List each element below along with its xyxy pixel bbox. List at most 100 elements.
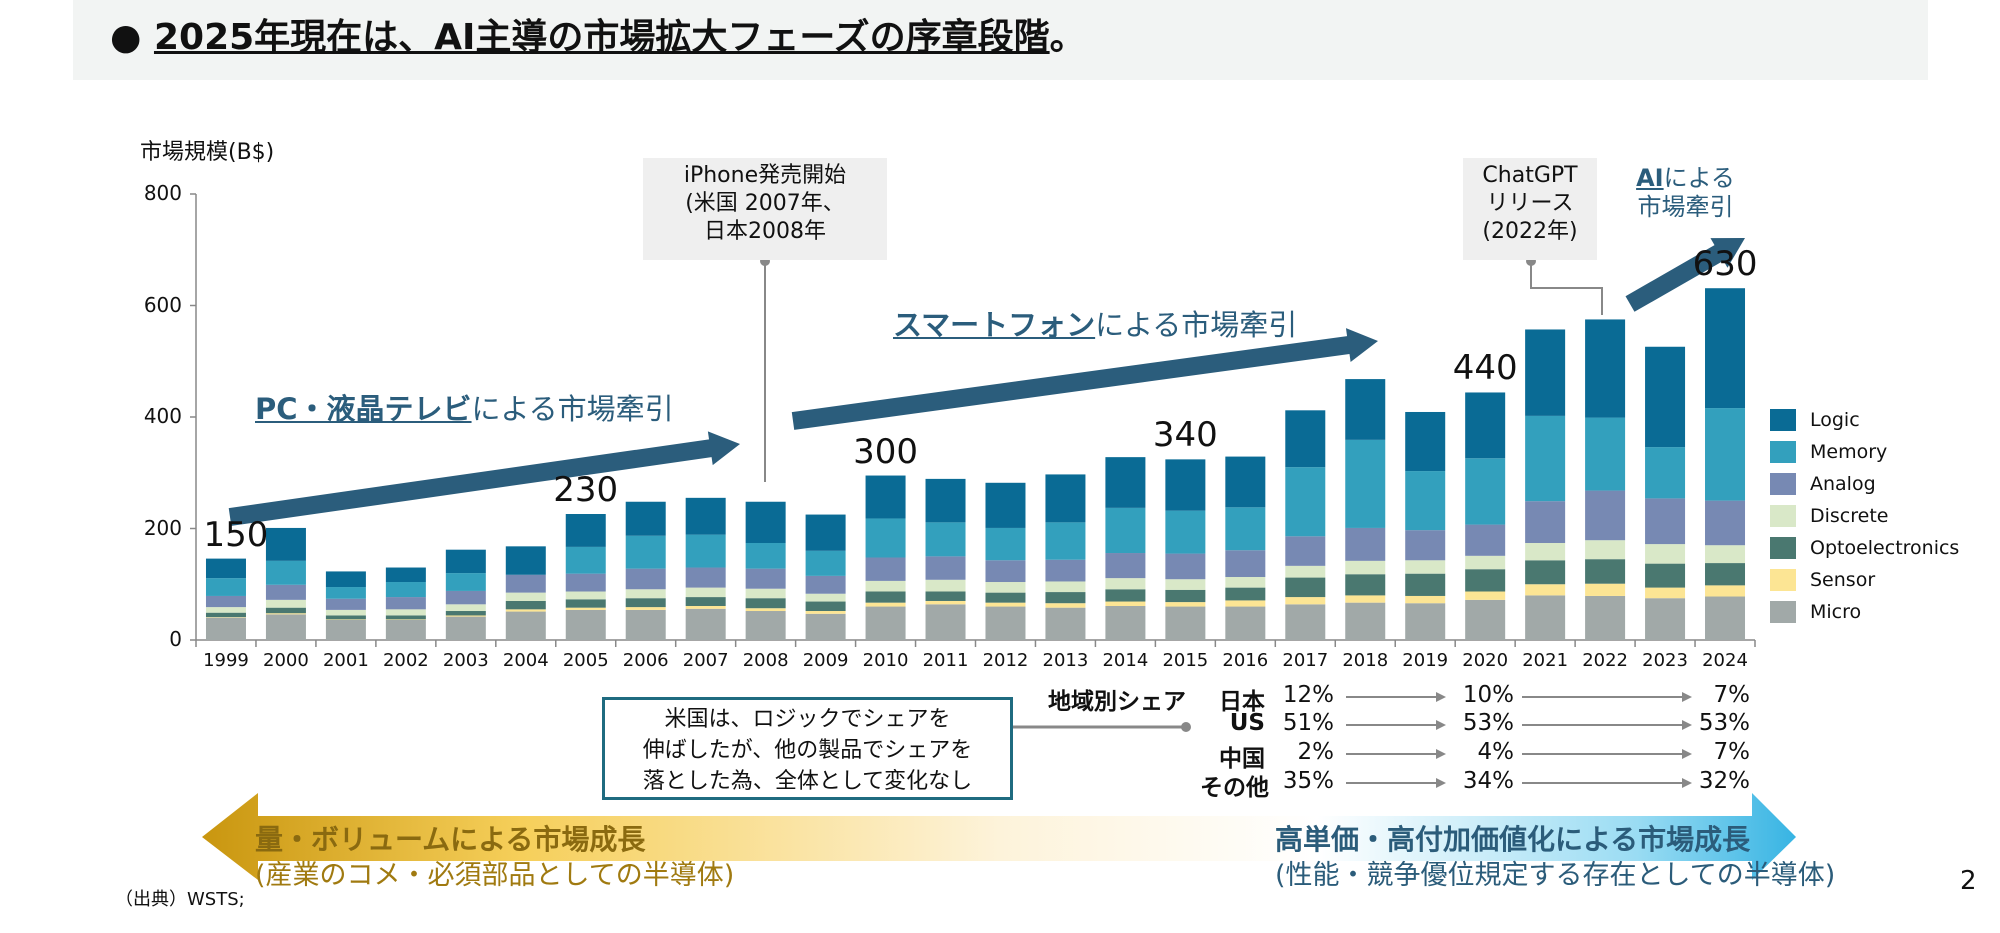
bar-sensor-2017	[1285, 597, 1326, 605]
banner-right-title: 高単価・高付加価値化による市場成長	[1275, 823, 1751, 856]
bar-analog-2023	[1645, 498, 1686, 545]
bar-analog-2024	[1705, 500, 1746, 546]
y-tick-label: 800	[143, 181, 182, 205]
bar-optoelectronics-2010	[865, 591, 906, 603]
x-tick-label: 2002	[382, 650, 429, 671]
legend-label: Memory	[1810, 441, 1888, 463]
bar-logic-2019	[1405, 411, 1446, 472]
bar-optoelectronics-2014	[1105, 589, 1146, 602]
bar-sensor-2001	[325, 619, 366, 620]
bar-logic-2005	[565, 514, 606, 547]
bar-optoelectronics-2013	[1045, 592, 1086, 604]
bar-memory-2005	[565, 546, 606, 574]
bar-optoelectronics-2002	[385, 615, 426, 620]
total-label: 150	[203, 514, 269, 555]
bar-memory-2011	[925, 522, 966, 557]
share-value-1: 51%	[1282, 710, 1334, 736]
bar-memory-2010	[865, 518, 906, 558]
iphone-line-2: (米国 2007年、	[685, 191, 845, 216]
bar-sensor-2016	[1225, 600, 1266, 607]
bar-micro-2011	[925, 604, 966, 640]
x-tick-label: 2003	[442, 650, 489, 671]
bar-discrete-2005	[565, 591, 606, 600]
ai-trend-arrow-shape	[1625, 237, 1746, 312]
bar-analog-2016	[1225, 550, 1266, 578]
bar-analog-2014	[1105, 553, 1146, 579]
bar-micro-2024	[1705, 596, 1746, 640]
ai-rest: による	[1663, 164, 1735, 192]
bar-discrete-2001	[325, 609, 366, 616]
page-title: ● 2025年現在は、AI主導の市場拡大フェーズの序章段階。	[110, 8, 1086, 60]
share-region: 中国	[1219, 746, 1265, 772]
bar-analog-2013	[1045, 559, 1086, 582]
x-tick-label: 2023	[1642, 650, 1688, 671]
bar-analog-2017	[1285, 536, 1326, 566]
bar-analog-2007	[685, 567, 726, 588]
bar-sensor-2010	[865, 602, 906, 607]
smartphone-trend-arrow-shape	[791, 328, 1379, 430]
legend-item-analog: Analog	[1770, 468, 1959, 500]
bar-optoelectronics-2022	[1585, 559, 1626, 584]
bar-optoelectronics-2015	[1165, 589, 1206, 603]
bar-discrete-2011	[925, 579, 966, 592]
x-tick-label: 2000	[263, 650, 309, 671]
bar-discrete-2002	[385, 609, 426, 616]
bar-sensor-2022	[1585, 583, 1626, 596]
bar-logic-2023	[1645, 346, 1686, 448]
bar-discrete-2019	[1405, 560, 1446, 574]
x-tick-label: 1999	[203, 650, 249, 671]
bar-logic-2000	[265, 527, 306, 561]
bar-micro-2009	[805, 613, 846, 640]
smartphone-trend-arrow	[791, 328, 1379, 430]
share-value-1: 35%	[1282, 768, 1334, 794]
chatgpt-line-3: (2022年)	[1482, 219, 1578, 244]
bar-optoelectronics-2018	[1345, 574, 1386, 596]
bar-micro-2007	[685, 608, 726, 640]
bar-analog-2006	[625, 568, 666, 590]
legend-item-sensor: Sensor	[1770, 564, 1959, 596]
bar-sensor-2019	[1405, 595, 1446, 604]
bar-micro-2023	[1645, 598, 1686, 640]
bar-discrete-2014	[1105, 578, 1146, 590]
share-value-3: 32%	[1698, 768, 1750, 794]
bar-analog-2009	[805, 575, 846, 594]
bar-sensor-2011	[925, 600, 966, 605]
x-tick-label: 2021	[1522, 650, 1569, 671]
bar-logic-2001	[325, 571, 366, 588]
legend-label: Analog	[1810, 473, 1876, 495]
bar-discrete-2021	[1525, 542, 1566, 561]
chatgpt-line-2: リリース	[1486, 191, 1574, 216]
legend-swatch	[1770, 505, 1796, 527]
bar-optoelectronics-2012	[985, 592, 1026, 603]
bar-optoelectronics-2007	[685, 597, 726, 606]
bar-micro-2018	[1345, 602, 1386, 640]
bar-sensor-2013	[1045, 603, 1086, 608]
share-arrow-head	[1682, 720, 1692, 730]
bar-analog-2019	[1405, 530, 1446, 561]
banner-left-title: 量・ボリュームによる市場成長	[255, 823, 646, 856]
x-tick-label: 2012	[982, 650, 1029, 671]
bar-discrete-2004	[505, 592, 546, 601]
bar-logic-2006	[625, 501, 666, 536]
share-region: US	[1229, 710, 1265, 736]
bar-micro-2019	[1405, 603, 1446, 640]
x-tick-label: 2015	[1162, 650, 1209, 671]
bar-discrete-2000	[265, 599, 306, 608]
bar-logic-2007	[685, 497, 726, 535]
legend-item-discrete: Discrete	[1770, 500, 1959, 532]
iphone-annotation: iPhone発売開始 (米国 2007年、 日本2008年	[643, 158, 887, 260]
bar-memory-1999	[205, 578, 246, 596]
bar-analog-2005	[565, 573, 606, 592]
total-label: 440	[1452, 348, 1518, 389]
bar-discrete-2017	[1285, 565, 1326, 578]
bar-memory-2002	[385, 582, 426, 598]
banner-left-subtitle: (産業のコメ・必須部品としての半導体)	[255, 860, 735, 891]
legend-label: Sensor	[1810, 569, 1876, 591]
pc-rest: による市場牽引	[471, 392, 674, 426]
x-tick-label: 2013	[1042, 650, 1089, 671]
bar-micro-2014	[1105, 605, 1146, 640]
bar-analog-2004	[505, 574, 546, 593]
bar-micro-2003	[445, 616, 486, 640]
bar-micro-2001	[325, 619, 366, 640]
callout-connector-dot	[1181, 722, 1191, 732]
